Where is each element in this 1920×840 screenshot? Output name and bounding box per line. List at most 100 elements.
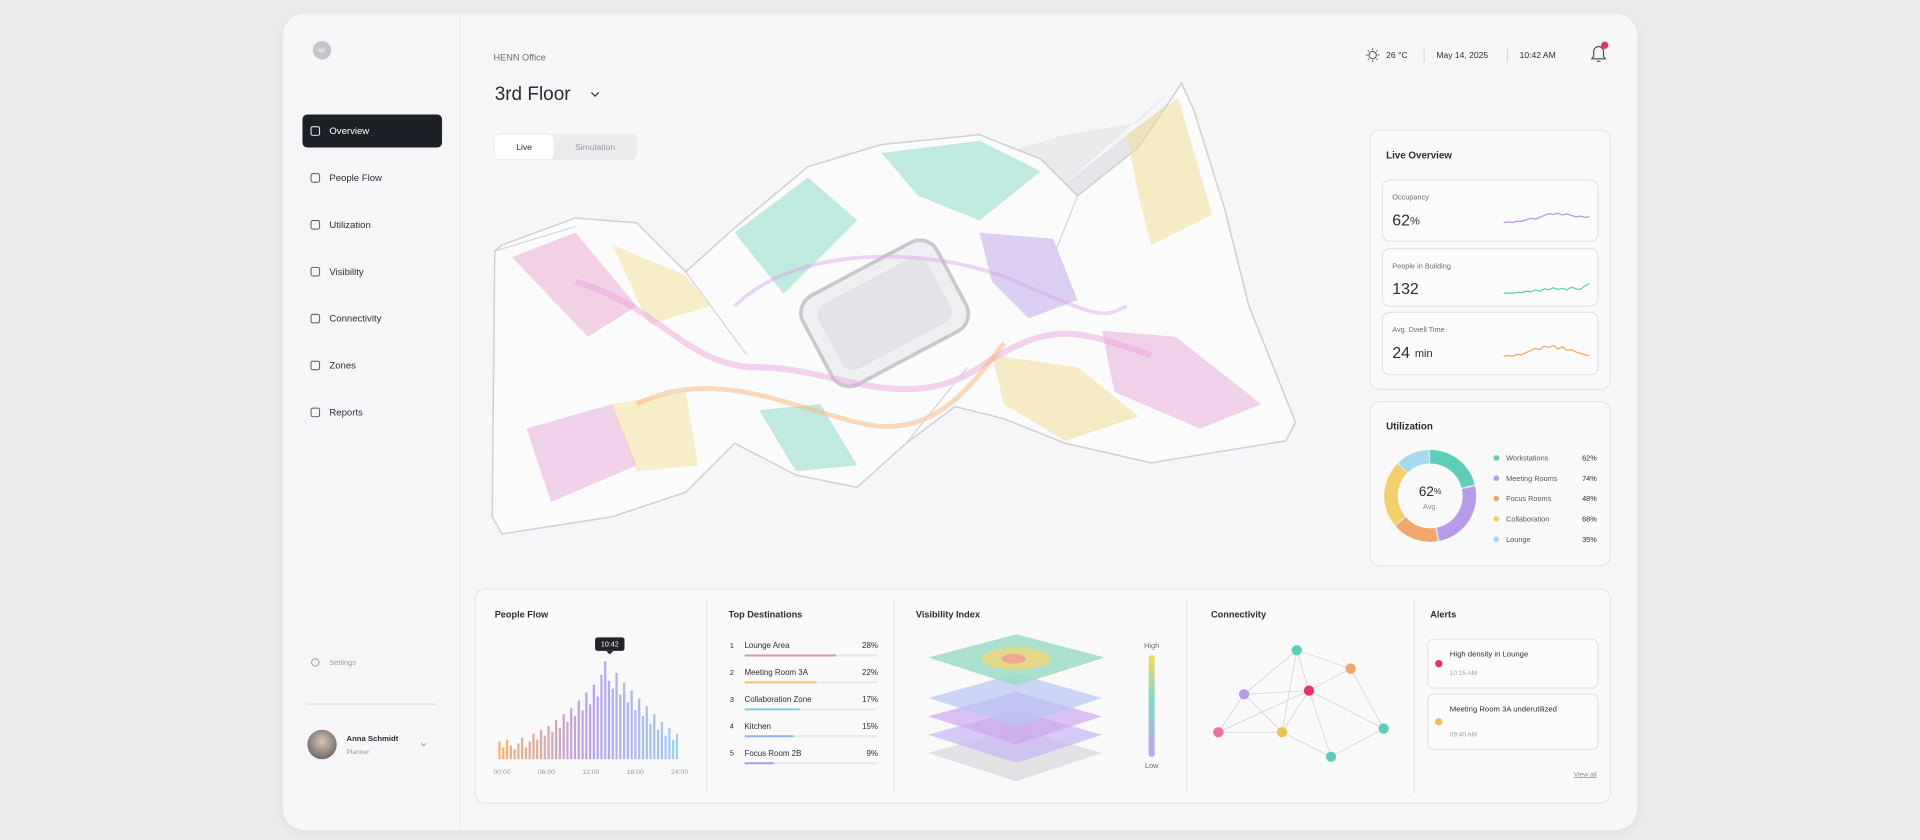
flow-bar [592,684,596,760]
flow-bar [536,739,539,760]
share-bar [744,708,801,711]
settings-label[interactable]: Settings [329,658,356,667]
nav-icon[interactable] [310,126,321,136]
legend-value: 48% [1582,494,1597,503]
floor-select[interactable]: 3rd Floor [495,84,600,105]
user-role[interactable]: Planner [347,749,371,756]
nav-item[interactable]: Connectivity [310,313,382,325]
destination-share: 28% [862,641,878,650]
nav-label[interactable]: Zones [329,361,356,372]
edge [1308,690,1332,757]
floor-plan-part[interactable] [1126,97,1213,245]
view-all[interactable]: View all [1574,771,1598,778]
user-menu[interactable]: Anna Schmidt Planner [307,729,427,760]
destination-row[interactable]: 5 Focus Room 2B 9% [730,749,878,765]
alert[interactable]: High density in Lounge 10:15 AM [1427,638,1599,689]
floor-plan-part[interactable] [635,341,1007,429]
nav-item[interactable]: Utilization [310,220,371,231]
nav-label[interactable]: Visibility [329,267,364,278]
avatar-initials: RK [318,48,326,54]
nav-icon[interactable] [310,220,321,230]
floor-plan-part[interactable] [991,355,1139,441]
destination-share: 22% [862,668,878,677]
alert-card[interactable] [1427,693,1599,750]
floor-plan-part[interactable] [612,244,711,325]
floor-plan[interactable] [491,81,1297,535]
nav-icon[interactable] [310,360,321,371]
alert-card[interactable] [1427,638,1599,689]
notifications-part[interactable] [1590,46,1607,62]
network-graph [1213,645,1389,762]
nav-label[interactable]: Overview [329,126,369,137]
mode-button[interactable]: Simulation [575,142,615,152]
floor-plan-part[interactable] [1102,330,1262,429]
time: 10:42 AM [1520,50,1556,60]
rank: 1 [730,641,734,650]
destination-row[interactable]: 3 Collaboration Zone 17% [730,695,878,711]
floor-plan-part[interactable] [734,177,858,294]
destination-share: 9% [866,749,877,758]
destination-row[interactable]: 2 Meeting Room 3A 22% [730,668,878,684]
floor-plan-part[interactable] [881,140,1041,221]
legend-name: Workstations [1506,454,1549,463]
flow-bar [555,720,558,760]
mode-active-bg[interactable] [494,134,554,160]
nav-active-bg[interactable] [302,114,443,148]
node [1303,685,1315,696]
nav-item[interactable]: Zones [310,360,356,372]
floor-plan-part[interactable] [574,278,1152,393]
floor-plan-part[interactable] [511,232,637,337]
visibility-layers-part [928,673,1103,727]
nav-label[interactable]: People Flow [329,173,382,184]
alert-time: 10:15 AM [1450,670,1477,677]
nav-label[interactable]: Connectivity [329,314,381,325]
nav-icon[interactable] [310,407,321,418]
floor[interactable]: 3rd Floor [495,84,571,105]
destination-name: Lounge Area [744,641,790,650]
user-menu-part[interactable] [307,729,337,760]
floor-plan-part[interactable] [1004,85,1176,184]
legend-name: Focus Rooms [1506,494,1552,503]
destination-row[interactable]: 4 Kitchen 15% [730,722,878,738]
floor-plan-part[interactable] [979,232,1078,319]
alert-dot [1435,718,1443,726]
share-bar [744,735,794,738]
nav-icon[interactable] [310,313,321,324]
flow-bar [641,716,645,760]
floor-select-part[interactable] [590,92,600,97]
floor-plan-part[interactable] [526,404,637,503]
floor-plan-part[interactable] [494,195,1079,444]
nav-icon[interactable] [310,266,321,277]
nav-label[interactable]: Reports [329,408,363,419]
nav-icon[interactable] [310,173,321,183]
settings-part[interactable] [311,658,320,667]
flow-bar [668,727,671,760]
metric-value: 24 min [1392,345,1432,362]
floor-plan-part-part[interactable] [813,252,956,374]
floor-plan-part[interactable] [794,233,975,393]
rank: 3 [730,695,734,704]
mode-button[interactable]: Live [516,142,532,152]
node [1276,727,1288,738]
floor-plan-part[interactable] [733,254,1128,316]
settings[interactable]: Settings [311,658,357,667]
nav-item[interactable]: Overview [302,114,443,148]
flow-bar [611,688,614,760]
rank: 4 [730,722,734,731]
user-menu-part[interactable] [420,742,427,747]
user-name[interactable]: Anna Schmidt [347,734,399,743]
alert[interactable]: Meeting Room 3A underutilized 09:40 AM [1427,693,1599,750]
nav-item[interactable]: Visibility [310,266,364,278]
floor-plan-part[interactable] [612,391,698,472]
flow-bar [630,690,633,760]
dashboard-part [312,41,332,60]
donut-segment [1384,450,1477,542]
nav-label[interactable]: Utilization [329,220,370,231]
notifications[interactable] [1590,41,1609,62]
floor-plan-part[interactable] [759,404,858,472]
notifications-part[interactable] [1601,41,1609,49]
nav-item[interactable]: People Flow [310,173,382,184]
nav-item[interactable]: Reports [310,407,363,419]
destination-row[interactable]: 1 Lounge Area 28% [730,641,878,657]
